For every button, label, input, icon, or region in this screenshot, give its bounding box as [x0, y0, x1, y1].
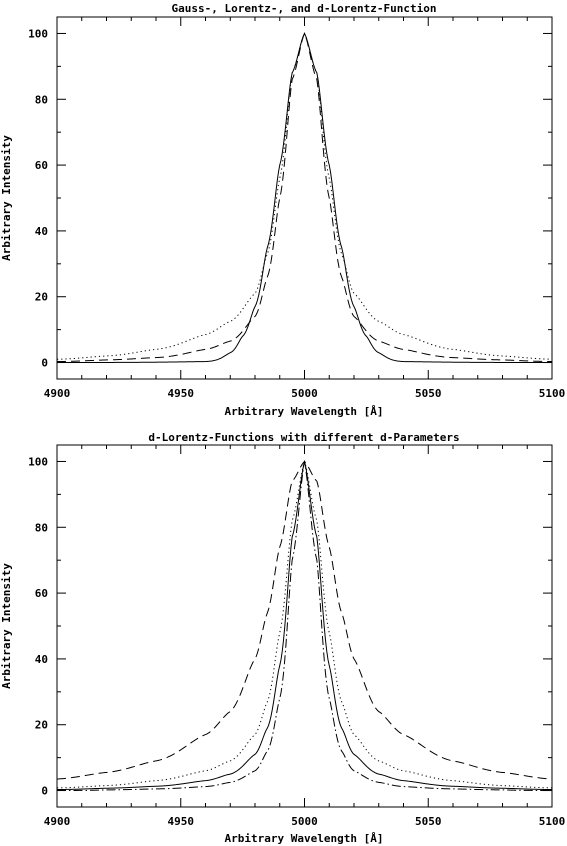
x-tick-label: 5100 — [539, 387, 566, 400]
x-tick-label: 5100 — [539, 815, 566, 828]
x-tick-label: 4950 — [168, 815, 195, 828]
y-tick-label: 80 — [35, 93, 48, 106]
y-tick-label: 60 — [35, 159, 48, 172]
chart-title: d-Lorentz-Functions with different d-Par… — [148, 431, 459, 444]
y-tick-label: 20 — [35, 719, 48, 732]
series-line-dotted — [56, 32, 553, 360]
y-tick-label: 80 — [35, 521, 48, 534]
chart-panel-top: Gauss-, Lorentz-, and d-Lorentz-Function… — [0, 2, 565, 418]
series-line-solid — [56, 461, 553, 791]
curve-group — [56, 459, 553, 792]
x-axis-label: Arbitrary Wavelength [Å] — [225, 405, 384, 418]
chart-title: Gauss-, Lorentz-, and d-Lorentz-Function — [172, 2, 437, 15]
plot-frame — [56, 444, 553, 808]
x-tick-label: 5050 — [415, 387, 442, 400]
y-tick-label: 100 — [28, 27, 48, 40]
x-tick-label: 5050 — [415, 815, 442, 828]
y-tick-label: 0 — [41, 357, 48, 370]
series-line-dashed — [56, 460, 553, 780]
plot-frame — [56, 16, 553, 380]
chart-panel-bottom: d-Lorentz-Functions with different d-Par… — [0, 431, 565, 845]
series-line-dashdot — [57, 461, 552, 792]
y-tick-label: 0 — [41, 785, 48, 798]
x-tick-label: 4900 — [44, 387, 71, 400]
y-tick-label: 60 — [35, 587, 48, 600]
y-tick-label: 40 — [35, 653, 48, 666]
x-tick-label: 5000 — [291, 815, 318, 828]
x-axis-label: Arbitrary Wavelength [Å] — [225, 832, 384, 845]
y-tick-label: 100 — [28, 455, 48, 468]
y-tick-label: 20 — [35, 291, 48, 304]
y-axis-label: Arbitrary Intensity — [0, 135, 13, 261]
y-axis-label: Arbitrary Intensity — [0, 563, 13, 689]
series-line-dashed — [56, 32, 553, 363]
curve-group — [56, 32, 553, 364]
x-tick-label: 4900 — [44, 815, 71, 828]
series-line-solid — [57, 32, 552, 364]
x-tick-label: 5000 — [291, 387, 318, 400]
tick-group: 4900 4950 5000 5050 5100 0 20 40 60 80 100 — [28, 445, 565, 828]
x-tick-label: 4950 — [168, 387, 195, 400]
tick-group: 4900 4950 5000 5050 5100 0 20 40 60 80 100 — [28, 17, 565, 400]
series-line-dotted — [56, 459, 553, 789]
y-tick-label: 40 — [35, 225, 48, 238]
